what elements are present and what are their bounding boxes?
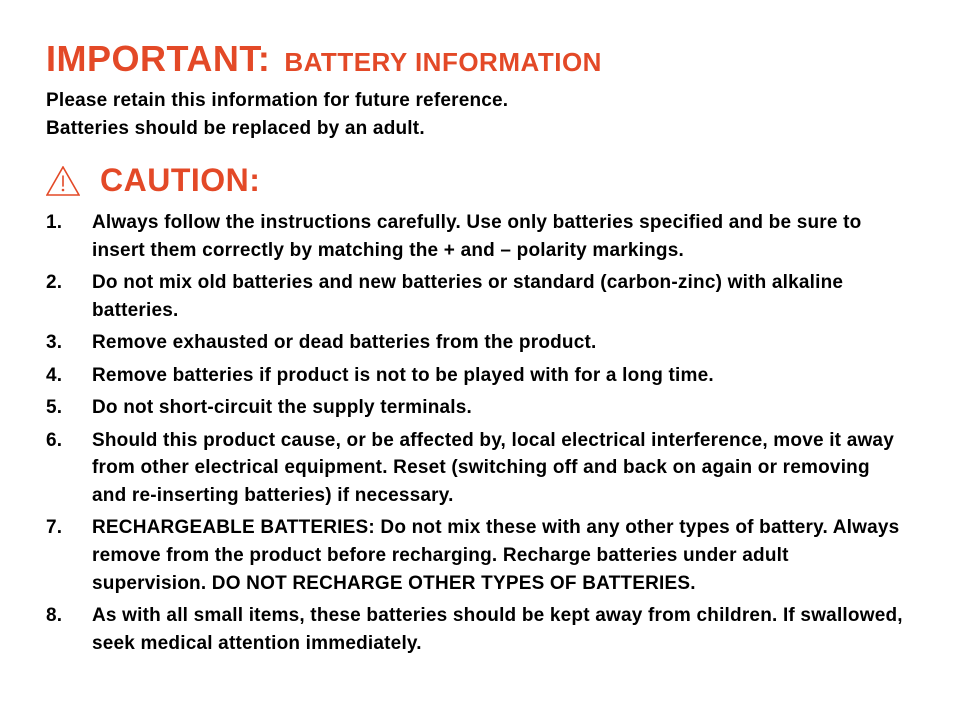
battery-information-label: BATTERY INFORMATION xyxy=(284,47,602,78)
caution-item: Should this product cause, or be affecte… xyxy=(92,427,908,510)
caution-item: Always follow the instructions carefully… xyxy=(92,209,908,264)
intro-line-1: Please retain this information for futur… xyxy=(46,90,908,112)
caution-item: As with all small items, these batteries… xyxy=(92,602,908,657)
caution-item: Do not short-circuit the supply terminal… xyxy=(92,394,908,422)
document-page: IMPORTANT: BATTERY INFORMATION Please re… xyxy=(0,0,954,692)
caution-list: Always follow the instructions carefully… xyxy=(46,209,908,657)
caution-item: Remove batteries if product is not to be… xyxy=(92,362,908,390)
caution-item: RECHARGEABLE BATTERIES: Do not mix these… xyxy=(92,514,908,597)
intro-line-2: Batteries should be replaced by an adult… xyxy=(46,118,908,140)
caution-label: CAUTION: xyxy=(100,162,260,199)
title-line: IMPORTANT: BATTERY INFORMATION xyxy=(46,38,908,80)
important-label: IMPORTANT: xyxy=(46,38,270,80)
caution-heading: CAUTION: xyxy=(46,162,908,199)
caution-item: Do not mix old batteries and new batteri… xyxy=(92,269,908,324)
caution-item: Remove exhausted or dead batteries from … xyxy=(92,329,908,357)
warning-triangle-icon xyxy=(46,166,80,196)
